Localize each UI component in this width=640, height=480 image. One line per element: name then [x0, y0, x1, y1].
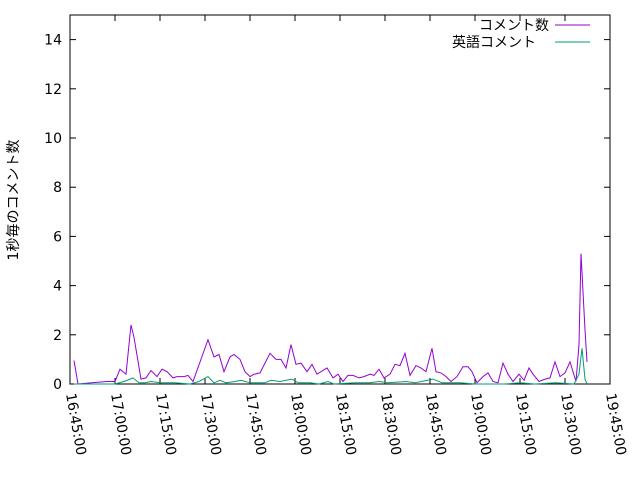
series-line-1: [74, 348, 588, 385]
x-tick-label: 18:15:00: [332, 392, 359, 457]
x-tick-label: 18:30:00: [377, 392, 404, 457]
x-tick-label: 16:45:00: [62, 392, 89, 457]
x-tick-label: 17:45:00: [242, 392, 269, 457]
y-tick-label: 6: [53, 229, 62, 245]
x-tick-label: 19:15:00: [512, 392, 539, 457]
y-tick-label: 10: [44, 131, 62, 147]
y-tick-label: 2: [53, 328, 62, 344]
legend-label-comments: コメント数: [479, 18, 549, 34]
series-group: [73, 253, 588, 385]
x-tick-label: 17:30:00: [197, 392, 224, 457]
axes: 0 2 4 6 8 10 12 14 16:45:00 17:00:00 17:15:00 17:30…: [44, 14, 629, 457]
y-tick-label: 8: [53, 180, 62, 196]
x-tick-label: 19:30:00: [557, 392, 584, 457]
y-tick-label: 12: [44, 82, 62, 98]
y-axis-label: 1秒毎のコメント数: [6, 140, 22, 261]
y-tick-label: 0: [53, 377, 62, 393]
x-tick-label: 19:00:00: [467, 392, 494, 457]
x-tick-label: 19:45:00: [602, 392, 629, 457]
y-tick-label: 14: [44, 33, 62, 49]
x-tick-label: 18:45:00: [422, 392, 449, 457]
plot-border: [69, 14, 611, 385]
x-tick-label: 17:00:00: [107, 392, 134, 457]
legend-label-english-comments: 英語コメント: [452, 34, 536, 51]
x-tick-label: 17:15:00: [152, 392, 179, 457]
y-tick-label: 4: [53, 279, 62, 295]
legend: コメント数 英語コメント: [452, 18, 590, 51]
series-line-0: [73, 253, 588, 385]
x-tick-label: 18:00:00: [287, 392, 314, 457]
